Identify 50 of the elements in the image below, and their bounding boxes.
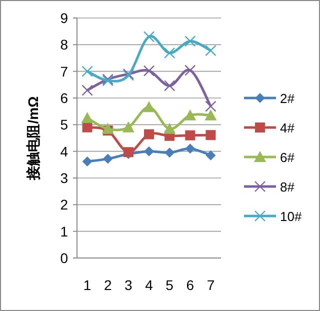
point (164, 122, 176, 134)
point (164, 47, 176, 59)
point (144, 146, 154, 156)
x-tick-label: 4 (145, 277, 154, 293)
y-tick-label: 2 (60, 196, 68, 213)
y-tick-label: 9 (60, 10, 68, 26)
point (205, 44, 216, 56)
y-tick-label: 0 (60, 250, 68, 266)
y-tick-label: 5 (60, 116, 68, 133)
legend-label: 6# (280, 150, 296, 165)
point (206, 130, 216, 140)
x-tick-label: 7 (206, 277, 215, 293)
point (102, 122, 114, 134)
y-tick-label: 6 (60, 90, 68, 106)
point (164, 80, 176, 92)
point (81, 112, 94, 123)
y-tick-label: 8 (60, 36, 68, 53)
point (82, 66, 93, 77)
y-axis-title: 接触电阻/mΩ (25, 96, 41, 181)
x-tick-label: 1 (83, 277, 92, 293)
point (82, 84, 93, 96)
y-tick-label: 3 (60, 170, 68, 186)
point (184, 36, 196, 47)
point (184, 109, 196, 120)
legend-label: 8# (280, 180, 296, 194)
y-tick-label: 7 (60, 63, 68, 80)
point (206, 150, 216, 160)
x-tick-label: 5 (166, 277, 174, 293)
point (164, 148, 175, 158)
legend-label: 10# (280, 209, 302, 224)
point (82, 122, 92, 132)
point (102, 154, 113, 164)
point (205, 100, 216, 112)
point (185, 144, 196, 154)
point (143, 101, 155, 112)
point (185, 130, 196, 140)
point (82, 156, 92, 166)
legend-label: 4# (280, 120, 296, 136)
x-tick-label: 2 (104, 277, 112, 293)
x-tick-label: 3 (124, 277, 133, 293)
y-tick-label: 4 (60, 143, 68, 160)
x-tick-label: 6 (186, 277, 194, 293)
point (122, 121, 134, 132)
point (143, 31, 155, 42)
point (144, 129, 154, 140)
point (143, 65, 155, 76)
point (204, 109, 217, 120)
point (184, 64, 196, 76)
y-tick-label: 1 (60, 223, 68, 240)
legend-label: 2# (280, 91, 296, 106)
